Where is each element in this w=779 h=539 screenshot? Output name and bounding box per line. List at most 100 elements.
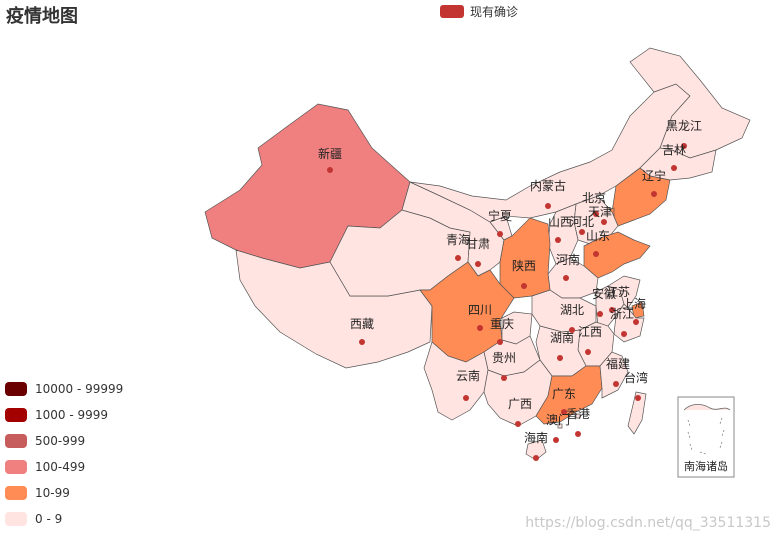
province-label: 陕西 — [512, 258, 536, 273]
province-marker[interactable] — [533, 455, 539, 461]
province-label: 湖北 — [560, 302, 584, 317]
province-label: 江西 — [578, 325, 602, 339]
province-label: 福建 — [606, 356, 630, 371]
province-label: 香港 — [566, 407, 590, 421]
province-marker[interactable] — [475, 261, 481, 267]
visual-map-item[interactable]: 0 - 9 — [5, 510, 123, 528]
province-label: 宁夏 — [488, 208, 512, 223]
province-marker[interactable] — [609, 307, 615, 313]
province-marker[interactable] — [671, 165, 677, 171]
visual-map-label: 1000 - 9999 — [35, 408, 109, 422]
series-legend[interactable]: 现有确诊 — [440, 3, 518, 20]
inset-label: 南海诸岛 — [684, 459, 728, 473]
visual-map-item[interactable]: 10-99 — [5, 484, 123, 502]
province-marker[interactable] — [497, 231, 503, 237]
visual-map-swatch — [5, 460, 27, 474]
province-label: 山东 — [586, 229, 610, 243]
province-label: 黑龙江 — [666, 119, 702, 133]
province-region[interactable] — [575, 413, 581, 419]
province-label: 河北 — [570, 215, 594, 229]
province-marker[interactable] — [463, 395, 469, 401]
province-region[interactable] — [525, 439, 547, 461]
province-marker[interactable] — [633, 319, 639, 325]
province-marker[interactable] — [575, 431, 581, 437]
province-marker[interactable] — [579, 229, 585, 235]
province-label: 内蒙古 — [530, 178, 566, 193]
province-marker[interactable] — [635, 395, 641, 401]
province-marker[interactable] — [359, 339, 365, 345]
province-marker[interactable] — [585, 349, 591, 355]
province-label: 吉林 — [662, 143, 686, 157]
province-region[interactable] — [631, 301, 645, 319]
province-label: 台湾 — [624, 370, 648, 385]
province-region[interactable] — [535, 365, 603, 425]
province-label: 海南 — [524, 430, 548, 445]
province-marker[interactable] — [515, 421, 521, 427]
province-region[interactable] — [629, 47, 751, 159]
visual-map-item[interactable]: 500-999 — [5, 432, 123, 450]
provinces-layer — [204, 47, 751, 461]
province-region[interactable] — [423, 341, 489, 421]
province-label: 湖南 — [550, 330, 574, 345]
visual-map-swatch — [5, 382, 27, 396]
province-marker[interactable] — [521, 283, 527, 289]
province-marker[interactable] — [593, 211, 599, 217]
visual-map-label: 10-99 — [35, 486, 70, 500]
province-region[interactable] — [627, 391, 647, 435]
visual-map-swatch — [5, 434, 27, 448]
south-china-sea-inset: 南海诸岛 — [677, 396, 735, 478]
province-marker[interactable] — [477, 325, 483, 331]
province-label: 浙江 — [610, 307, 634, 321]
visual-map-legend[interactable]: 10000 - 99999 1000 - 9999 500-999 100-499 10… — [5, 380, 123, 528]
province-marker[interactable] — [561, 409, 567, 415]
province-marker[interactable] — [497, 339, 503, 345]
province-label: 甘肃 — [466, 237, 490, 251]
province-marker[interactable] — [593, 251, 599, 257]
province-region[interactable] — [499, 217, 551, 299]
province-label: 贵州 — [492, 351, 516, 365]
province-label: 北京 — [582, 191, 606, 205]
visual-map-item[interactable]: 1000 - 9999 — [5, 406, 123, 424]
province-label: 江苏 — [606, 285, 630, 299]
province-marker[interactable] — [555, 237, 561, 243]
province-marker[interactable] — [569, 327, 575, 333]
province-label: 山西 — [548, 215, 572, 229]
province-marker[interactable] — [621, 331, 627, 337]
page-title: 疫情地图 — [6, 6, 78, 27]
province-region[interactable] — [557, 423, 563, 429]
province-marker[interactable] — [553, 437, 559, 443]
markers-layer — [327, 143, 687, 461]
province-label: 云南 — [456, 368, 480, 383]
province-marker[interactable] — [597, 311, 603, 317]
visual-map-label: 10000 - 99999 — [35, 382, 124, 396]
visual-map-label: 0 - 9 — [35, 512, 63, 526]
province-region[interactable] — [607, 275, 641, 309]
province-label: 广西 — [508, 397, 532, 411]
visual-map-label: 100-499 — [35, 460, 86, 474]
province-marker[interactable] — [563, 275, 569, 281]
visual-map-item[interactable]: 100-499 — [5, 458, 123, 476]
province-marker[interactable] — [651, 191, 657, 197]
visual-map-item[interactable]: 10000 - 99999 — [5, 380, 123, 398]
province-label: 四川 — [468, 303, 492, 317]
province-marker[interactable] — [501, 375, 507, 381]
province-label: 天津 — [588, 205, 612, 219]
province-label: 上海 — [622, 296, 646, 311]
visual-map-swatch — [5, 512, 27, 526]
province-marker[interactable] — [613, 381, 619, 387]
province-marker[interactable] — [455, 255, 461, 261]
province-label: 新疆 — [318, 146, 342, 161]
province-marker[interactable] — [545, 203, 551, 209]
province-region[interactable] — [235, 249, 433, 369]
province-region[interactable] — [599, 351, 629, 399]
series-legend-swatch — [440, 5, 464, 18]
visual-map-swatch — [5, 486, 27, 500]
province-marker[interactable] — [601, 219, 607, 225]
series-legend-label: 现有确诊 — [470, 5, 519, 19]
province-marker[interactable] — [557, 355, 563, 361]
province-label: 广东 — [552, 387, 576, 401]
province-marker[interactable] — [327, 167, 333, 173]
province-marker[interactable] — [681, 143, 687, 149]
